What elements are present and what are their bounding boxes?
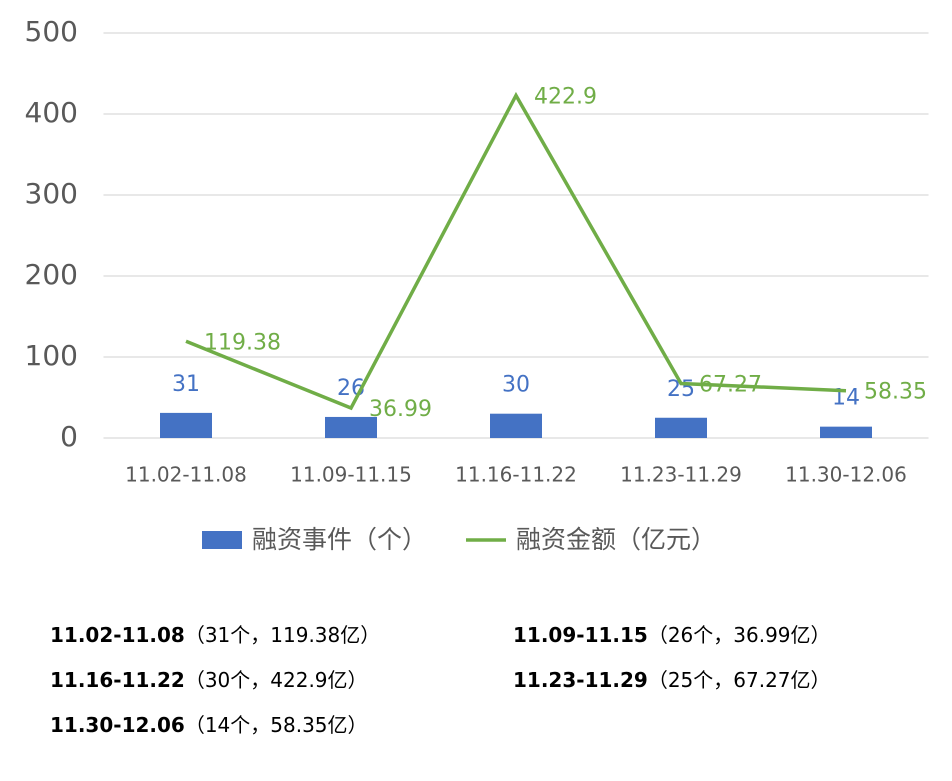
note: 11.02-11.08（31个，119.38亿） [50,623,380,647]
note: 11.16-11.22（30个，422.9亿） [50,668,368,692]
y-tick-label: 300 [25,177,78,210]
legend-label: 融资事件（个） [252,525,427,554]
line-value-label: 422.9 [534,84,597,109]
y-tick-label: 100 [25,339,78,372]
x-tick-label: 11.30-12.06 [785,463,907,487]
note-label: 11.30-12.06 [50,713,185,737]
line [185,91,847,411]
note-label: 11.16-11.22 [50,668,185,692]
x-tick-label: 11.23-11.29 [620,463,742,487]
bar [820,426,872,438]
legend-label: 融资金额（亿元） [516,525,716,554]
bar-value-label: 30 [502,373,530,398]
y-tick-label: 200 [25,258,78,291]
y-tick-label: 500 [25,15,78,48]
note: 11.30-12.06（14个，58.35亿） [50,713,368,737]
bar-value-label: 31 [172,372,200,397]
legend-swatch [202,531,242,549]
bar [490,413,542,438]
x-tick-label: 11.02-11.08 [125,463,247,487]
x-tick-label: 11.09-11.15 [290,463,412,487]
note-detail: （25个，67.27亿） [648,668,831,692]
line-value-label: 58.35 [864,380,927,405]
y-tick-label: 0 [60,420,78,453]
line-value-label: 119.38 [204,330,281,355]
bar [160,412,212,438]
note-detail: （14个，58.35亿） [185,713,368,737]
note-label: 11.09-11.15 [513,623,648,647]
x-tick-label: 11.16-11.22 [455,463,577,487]
y-tick-label: 400 [25,96,78,129]
bar [655,417,707,438]
note-detail: （31个，119.38亿） [185,623,380,647]
note: 11.23-11.29（25个，67.27亿） [513,668,831,692]
note-label: 11.23-11.29 [513,668,648,692]
note-detail: （30个，422.9亿） [185,668,368,692]
note-label: 11.02-11.08 [50,623,185,647]
note-detail: （26个，36.99亿） [648,623,831,647]
bar [325,416,377,438]
note: 11.09-11.15（26个，36.99亿） [513,623,831,647]
line-value-label: 36.99 [369,397,432,422]
line-value-label: 67.27 [699,373,762,398]
